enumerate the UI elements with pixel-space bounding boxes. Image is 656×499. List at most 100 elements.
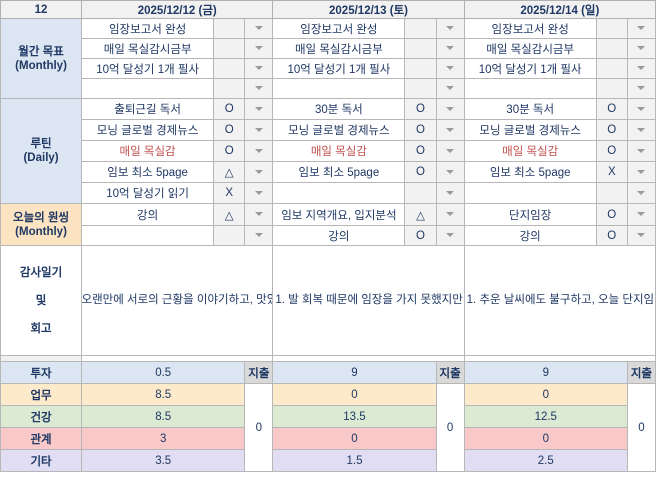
routine-day3-mark-4[interactable]: X [595,161,628,183]
routine-day2-mark-3[interactable]: O [404,140,437,162]
routine-day1-mark-1[interactable]: O [213,98,246,120]
routine-day3-mark-3[interactable]: O [595,140,628,162]
routine-day1-text-5[interactable]: 10억 달성기 읽기 [81,182,215,204]
monthly-goal-day3-mark-1[interactable] [595,18,628,39]
routine-day2-mark-5[interactable] [404,182,437,204]
monthly-goal-day3-text-3[interactable]: 10억 달성기 1개 필사 [463,58,597,79]
routine-day1-text-2[interactable]: 모닝 글로벌 경제뉴스 [81,119,215,141]
one-thing-day1-mark-2[interactable] [213,225,246,246]
routine-day2-mark-2[interactable]: O [404,119,437,141]
one-thing-day2-mark-1[interactable]: △ [404,203,437,226]
finance-value-day2-health[interactable]: 13.5 [272,405,437,428]
monthly-goal-day2-mark-2[interactable] [404,38,437,59]
monthly-goal-day3-dropdown-3[interactable] [626,58,656,79]
monthly-goal-day3-dropdown-4[interactable] [626,78,656,99]
monthly-goal-day1-mark-3[interactable] [213,58,246,79]
monthly-goal-day2-text-2[interactable]: 매일 목실감시금부 [272,38,406,59]
monthly-goal-day2-text-1[interactable]: 임장보고서 완성 [272,18,406,39]
routine-day1-dropdown-1[interactable] [244,98,274,120]
one-thing-day1-mark-1[interactable]: △ [213,203,246,226]
routine-day2-text-5[interactable] [272,182,406,204]
routine-day1-dropdown-3[interactable] [244,140,274,162]
finance-value-day3-work[interactable]: 0 [463,383,628,406]
routine-day2-text-4[interactable]: 임보 최소 5page [272,161,406,183]
monthly-goal-day1-text-4[interactable] [81,78,215,99]
routine-day1-dropdown-4[interactable] [244,161,274,183]
one-thing-day1-dropdown-1[interactable] [244,203,274,226]
routine-day1-mark-3[interactable]: O [213,140,246,162]
routine-day2-text-1[interactable]: 30분 독서 [272,98,406,120]
routine-day2-dropdown-3[interactable] [435,140,465,162]
monthly-goal-day3-dropdown-2[interactable] [626,38,656,59]
routine-day1-mark-5[interactable]: X [213,182,246,204]
monthly-goal-day3-text-4[interactable] [463,78,597,99]
monthly-goal-day1-dropdown-4[interactable] [244,78,274,99]
monthly-goal-day1-text-3[interactable]: 10억 달성기 1개 필사 [81,58,215,79]
monthly-goal-day3-dropdown-1[interactable] [626,18,656,39]
monthly-goal-day3-mark-4[interactable] [595,78,628,99]
monthly-goal-day2-mark-3[interactable] [404,58,437,79]
routine-day2-dropdown-5[interactable] [435,182,465,204]
one-thing-day3-mark-1[interactable]: O [595,203,628,226]
one-thing-day3-dropdown-1[interactable] [626,203,656,226]
monthly-goal-day1-text-2[interactable]: 매일 목실감시금부 [81,38,215,59]
monthly-goal-day2-dropdown-3[interactable] [435,58,465,79]
one-thing-day3-mark-2[interactable]: O [595,225,628,246]
routine-day3-dropdown-5[interactable] [626,182,656,204]
monthly-goal-day1-dropdown-3[interactable] [244,58,274,79]
routine-day1-text-1[interactable]: 출퇴근길 독서 [81,98,215,120]
one-thing-day2-dropdown-2[interactable] [435,225,465,246]
monthly-goal-day1-mark-1[interactable] [213,18,246,39]
routine-day3-text-1[interactable]: 30분 독서 [463,98,597,120]
monthly-goal-day1-text-1[interactable]: 임장보고서 완성 [81,18,215,39]
one-thing-day2-text-1[interactable]: 임보 지역개요, 입지분석 [272,203,406,226]
routine-day2-text-2[interactable]: 모닝 글로벌 경제뉴스 [272,119,406,141]
monthly-goal-day2-mark-4[interactable] [404,78,437,99]
routine-day3-dropdown-2[interactable] [626,119,656,141]
routine-day2-dropdown-1[interactable] [435,98,465,120]
routine-day2-dropdown-2[interactable] [435,119,465,141]
one-thing-day2-dropdown-1[interactable] [435,203,465,226]
finance-value-day3-health[interactable]: 12.5 [463,405,628,428]
monthly-goal-day3-mark-2[interactable] [595,38,628,59]
expense-value-day1[interactable]: 0 [244,383,274,472]
monthly-goal-day2-text-3[interactable]: 10억 달성기 1개 필사 [272,58,406,79]
finance-value-day1-work[interactable]: 8.5 [81,383,246,406]
monthly-goal-day2-mark-1[interactable] [404,18,437,39]
finance-value-day1-health[interactable]: 8.5 [81,405,246,428]
one-thing-day2-mark-2[interactable]: O [404,225,437,246]
routine-day1-dropdown-5[interactable] [244,182,274,204]
monthly-goal-day2-dropdown-4[interactable] [435,78,465,99]
routine-day3-dropdown-1[interactable] [626,98,656,120]
routine-day2-mark-1[interactable]: O [404,98,437,120]
finance-value-day2-etc[interactable]: 1.5 [272,449,437,472]
one-thing-day3-text-1[interactable]: 단지임장 [463,203,597,226]
routine-day2-mark-4[interactable]: O [404,161,437,183]
finance-value-day1-invest[interactable]: 0.5 [81,361,246,384]
finance-value-day3-relation[interactable]: 0 [463,427,628,450]
one-thing-day1-text-2[interactable] [81,225,215,246]
diary-entry-day3[interactable]: 1. 추운 날씨에도 불구하고, 오늘 단지임장을 목표한 곳까지 함께해준 와… [463,245,656,356]
routine-day3-dropdown-3[interactable] [626,140,656,162]
routine-day3-text-4[interactable]: 임보 최소 5page [463,161,597,183]
expense-value-day2[interactable]: 0 [435,383,465,472]
monthly-goal-day1-mark-4[interactable] [213,78,246,99]
finance-value-day2-work[interactable]: 0 [272,383,437,406]
monthly-goal-day1-dropdown-1[interactable] [244,18,274,39]
monthly-goal-day1-mark-2[interactable] [213,38,246,59]
one-thing-day1-dropdown-2[interactable] [244,225,274,246]
routine-day1-mark-4[interactable]: △ [213,161,246,183]
routine-day3-dropdown-4[interactable] [626,161,656,183]
one-thing-day3-dropdown-2[interactable] [626,225,656,246]
monthly-goal-day2-dropdown-1[interactable] [435,18,465,39]
routine-day3-text-3[interactable]: 매일 목실감 [463,140,597,162]
monthly-goal-day2-text-4[interactable] [272,78,406,99]
one-thing-day1-text-1[interactable]: 강의 [81,203,215,226]
finance-value-day2-relation[interactable]: 0 [272,427,437,450]
diary-entry-day2[interactable]: 1. 발 회복 때문에 임장을 가지 못했지만, 대신에 하루종일 도서관에서 … [272,245,465,356]
routine-day2-text-3[interactable]: 매일 목실감 [272,140,406,162]
monthly-goal-day3-text-2[interactable]: 매일 목실감시금부 [463,38,597,59]
routine-day2-dropdown-4[interactable] [435,161,465,183]
finance-value-day1-relation[interactable]: 3 [81,427,246,450]
routine-day3-text-2[interactable]: 모닝 글로벌 경제뉴스 [463,119,597,141]
